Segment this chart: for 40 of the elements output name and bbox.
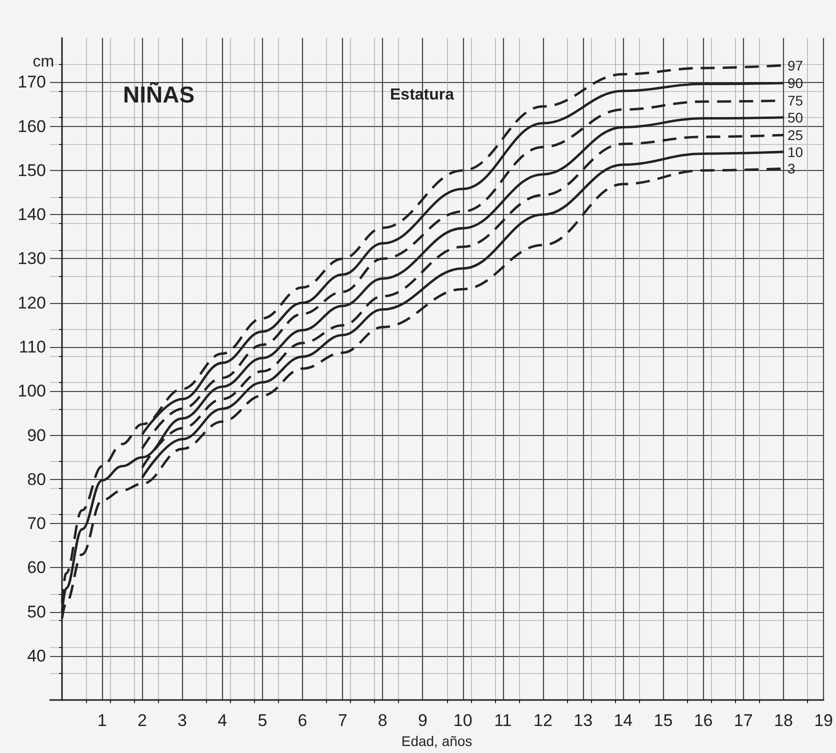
x-tick-label: 4 <box>218 711 228 730</box>
y-tick-label: 160 <box>18 116 46 136</box>
x-tick-label: 1 <box>97 711 107 730</box>
series-label: 25 <box>787 127 804 144</box>
y-tick-label: 50 <box>27 602 46 622</box>
series-label: 50 <box>787 109 804 126</box>
x-tick-label: 3 <box>178 711 187 730</box>
x-tick-label: 7 <box>338 711 348 730</box>
x-tick-label: 17 <box>734 711 753 730</box>
x-tick-label: 15 <box>654 711 673 730</box>
y-axis-title: cm <box>32 54 54 70</box>
x-tick-label: 12 <box>534 711 552 730</box>
x-tick-label: 8 <box>378 711 388 730</box>
y-tick-label: 120 <box>18 293 46 312</box>
y-tick-label: 60 <box>27 558 46 578</box>
x-tick-label: 2 <box>137 711 147 730</box>
series-label: 97 <box>787 57 804 74</box>
x-tick-label: 16 <box>694 711 713 730</box>
y-tick-label: 90 <box>27 426 46 445</box>
x-tick-label: 14 <box>614 711 633 730</box>
y-tick-label: 170 <box>18 72 46 92</box>
y-tick-label: 110 <box>18 337 46 356</box>
y-tick-label: 70 <box>27 514 46 534</box>
x-tick-label: 10 <box>453 711 472 730</box>
x-axis-title: Edad, años <box>401 733 472 749</box>
series-label: 10 <box>787 144 804 160</box>
y-tick-label: 150 <box>18 160 46 180</box>
x-tick-label: 19 <box>814 711 834 730</box>
x-tick-label: 5 <box>258 711 268 730</box>
y-tick-label: 80 <box>27 470 46 489</box>
y-tick-label: 140 <box>18 205 46 224</box>
y-tick-label: 40 <box>27 646 46 666</box>
x-tick-label: 11 <box>494 711 512 730</box>
x-tick-label: 9 <box>418 711 428 730</box>
x-tick-label: 6 <box>298 711 308 730</box>
x-tick-label: 18 <box>774 711 793 730</box>
series-label: 75 <box>787 92 804 109</box>
y-tick-label: 100 <box>18 382 46 401</box>
y-tick-label: 130 <box>18 249 46 268</box>
x-tick-label: 13 <box>574 711 593 730</box>
